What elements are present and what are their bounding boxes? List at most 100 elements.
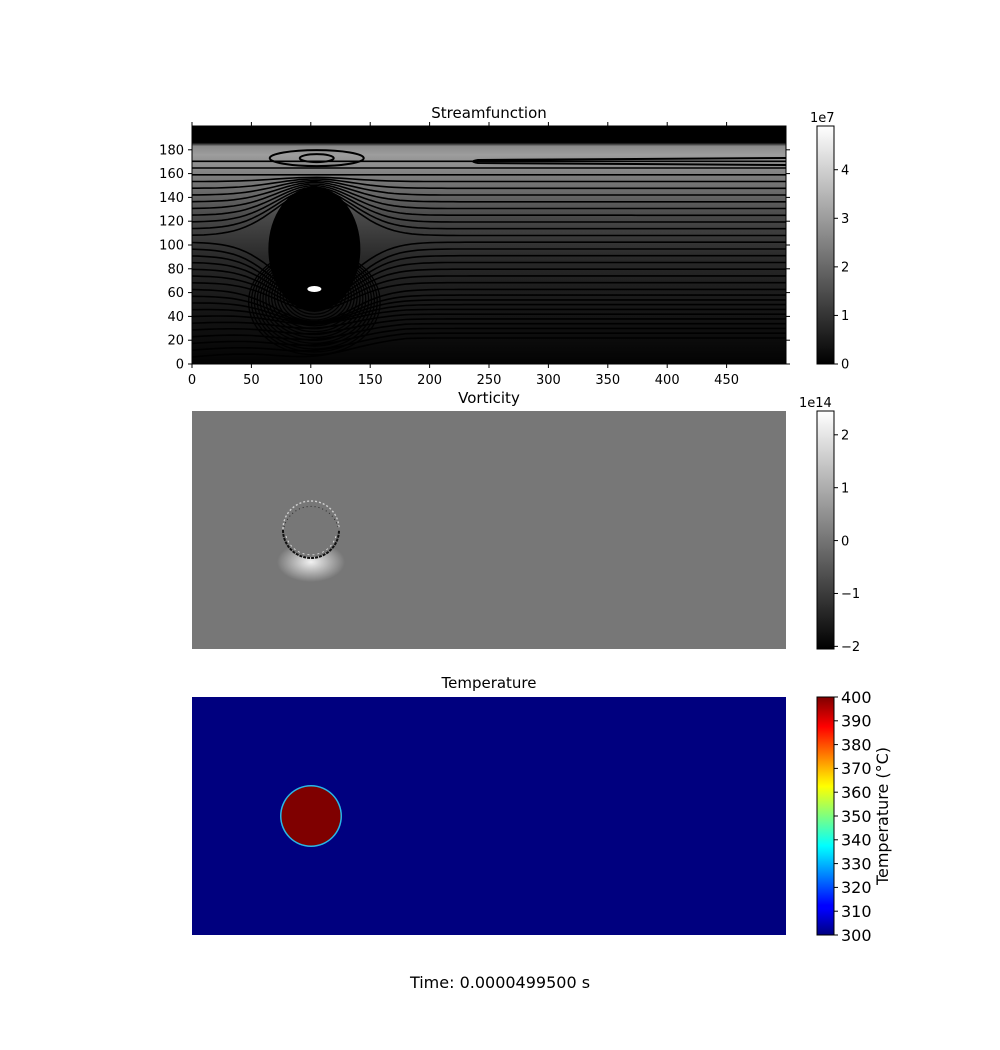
body-contour (296, 277, 332, 307)
colorbar-tick-label: −1 (841, 587, 860, 602)
x-tick-label: 400 (655, 373, 680, 388)
vorticity-colorbar-scale: 1e14 (799, 396, 832, 411)
streamline (192, 189, 786, 237)
y-tick-label: 40 (167, 310, 184, 325)
upper-right-eddy (472, 157, 786, 166)
streamline (192, 327, 786, 347)
temperature-title: Temperature (440, 674, 536, 692)
vorticity-colorbar (816, 410, 835, 650)
colorbar-tick-label: 1 (841, 309, 849, 324)
streamfunction-colorbar-ticks: 0 1 2 3 4 (834, 163, 849, 373)
vorticity-body-edge-top-dark (283, 505, 339, 528)
vorticity-panel: Vorticity −2 −1 0 1 2 1e14 (192, 389, 860, 655)
body-contour (268, 260, 361, 336)
streamfunction-panel: Streamfunction 0 50 100 150 200 250 300 350 400 4… (159, 104, 849, 388)
colorbar-tick-label: −2 (841, 640, 860, 655)
streamline (192, 254, 786, 305)
body-contour (273, 264, 355, 330)
temperature-colorbar-label: Temperature (°C) (873, 747, 892, 886)
x-tick-label: 350 (595, 373, 620, 388)
body-contour (262, 257, 367, 341)
streamline (192, 188, 786, 230)
streamfunction-title: Streamfunction (431, 104, 547, 122)
x-tick-label: 450 (714, 373, 739, 388)
vorticity-colorbar-ticks: −2 −1 0 1 2 (834, 428, 860, 655)
body-contour (305, 282, 324, 298)
vorticity-body-edge-bottom (282, 529, 340, 559)
vorticity-body (277, 500, 345, 582)
streamfunction-contours (192, 149, 786, 358)
colorbar-tick-label: 350 (841, 807, 872, 826)
streamline (192, 176, 786, 183)
y-tick-label: 60 (167, 286, 184, 301)
vorticity-title: Vorticity (458, 389, 520, 407)
colorbar-tick-label: 4 (841, 163, 849, 178)
colorbar-tick-label: 3 (841, 212, 849, 227)
streamline (192, 303, 786, 325)
body-contour (253, 252, 376, 350)
streamline (192, 313, 786, 329)
body-contour (276, 265, 353, 327)
colorbar-tick-label: 310 (841, 902, 872, 921)
y-tick-label: 80 (167, 262, 184, 277)
streamline (192, 178, 786, 190)
body-contour (282, 269, 347, 321)
y-tick-label: 140 (159, 191, 184, 206)
body-contour (247, 248, 381, 356)
x-tick-label: 150 (358, 373, 383, 388)
streamfunction-body-core (307, 286, 322, 293)
colorbar-tick-label: 360 (841, 783, 872, 802)
temperature-colorbar-ticks: 300 310 320 330 340 350 360 370 380 390 400 (834, 688, 872, 945)
streamline (192, 184, 786, 217)
body-contour (270, 262, 358, 333)
upper-eddy-inner (298, 153, 335, 164)
streamline (192, 332, 786, 352)
y-tick-label: 160 (159, 167, 184, 182)
vorticity-body-edge-top (282, 500, 340, 530)
body-contour (293, 276, 335, 310)
y-tick-label: 0 (176, 358, 184, 373)
y-tick-label: 180 (159, 143, 184, 158)
streamline (192, 248, 786, 303)
streamline (192, 186, 786, 223)
streamline (192, 241, 786, 294)
colorbar-tick-label: 0 (841, 534, 849, 549)
colorbar-tick-label: 0 (841, 358, 849, 373)
body-contour (291, 274, 338, 312)
streamfunction-y-axis: 0 20 40 60 80 100 120 140 160 180 (159, 143, 790, 373)
vorticity-body-fill (283, 501, 339, 557)
temperature-colorbar (816, 696, 835, 936)
colorbar-tick-label: 320 (841, 878, 872, 897)
temperature-body (281, 786, 341, 846)
x-tick-label: 250 (477, 373, 502, 388)
body-contour (285, 271, 344, 318)
upper-eddy-outer (268, 149, 365, 168)
streamline (192, 268, 786, 308)
colorbar-tick-label: 340 (841, 831, 872, 850)
body-contour (250, 250, 378, 353)
colorbar-tick-label: 380 (841, 735, 872, 754)
y-tick-label: 20 (167, 334, 184, 349)
x-tick-label: 200 (417, 373, 442, 388)
colorbar-tick-label: 330 (841, 854, 872, 873)
streamfunction-x-axis: 0 50 100 150 200 250 300 350 400 450 (188, 122, 739, 388)
vorticity-field (192, 411, 786, 649)
colorbar-tick-label: 390 (841, 712, 872, 731)
temperature-panel: Temperature 3003103203303403503603703803… (192, 674, 892, 945)
streamfunction-colorbar-scale: 1e7 (810, 111, 835, 126)
x-tick-label: 50 (243, 373, 260, 388)
body-contour (279, 267, 350, 324)
y-tick-label: 120 (159, 215, 184, 230)
x-tick-label: 300 (536, 373, 561, 388)
body-contour (265, 259, 364, 339)
streamline (192, 281, 786, 311)
streamfunction-colorbar (816, 125, 835, 365)
colorbar-tick-label: 400 (841, 688, 872, 707)
colorbar-tick-label: 1 (841, 481, 849, 496)
streamline (192, 294, 786, 324)
colorbar-tick-label: 300 (841, 926, 872, 945)
x-tick-label: 100 (298, 373, 323, 388)
streamline (192, 261, 786, 306)
y-tick-label: 100 (159, 239, 184, 254)
